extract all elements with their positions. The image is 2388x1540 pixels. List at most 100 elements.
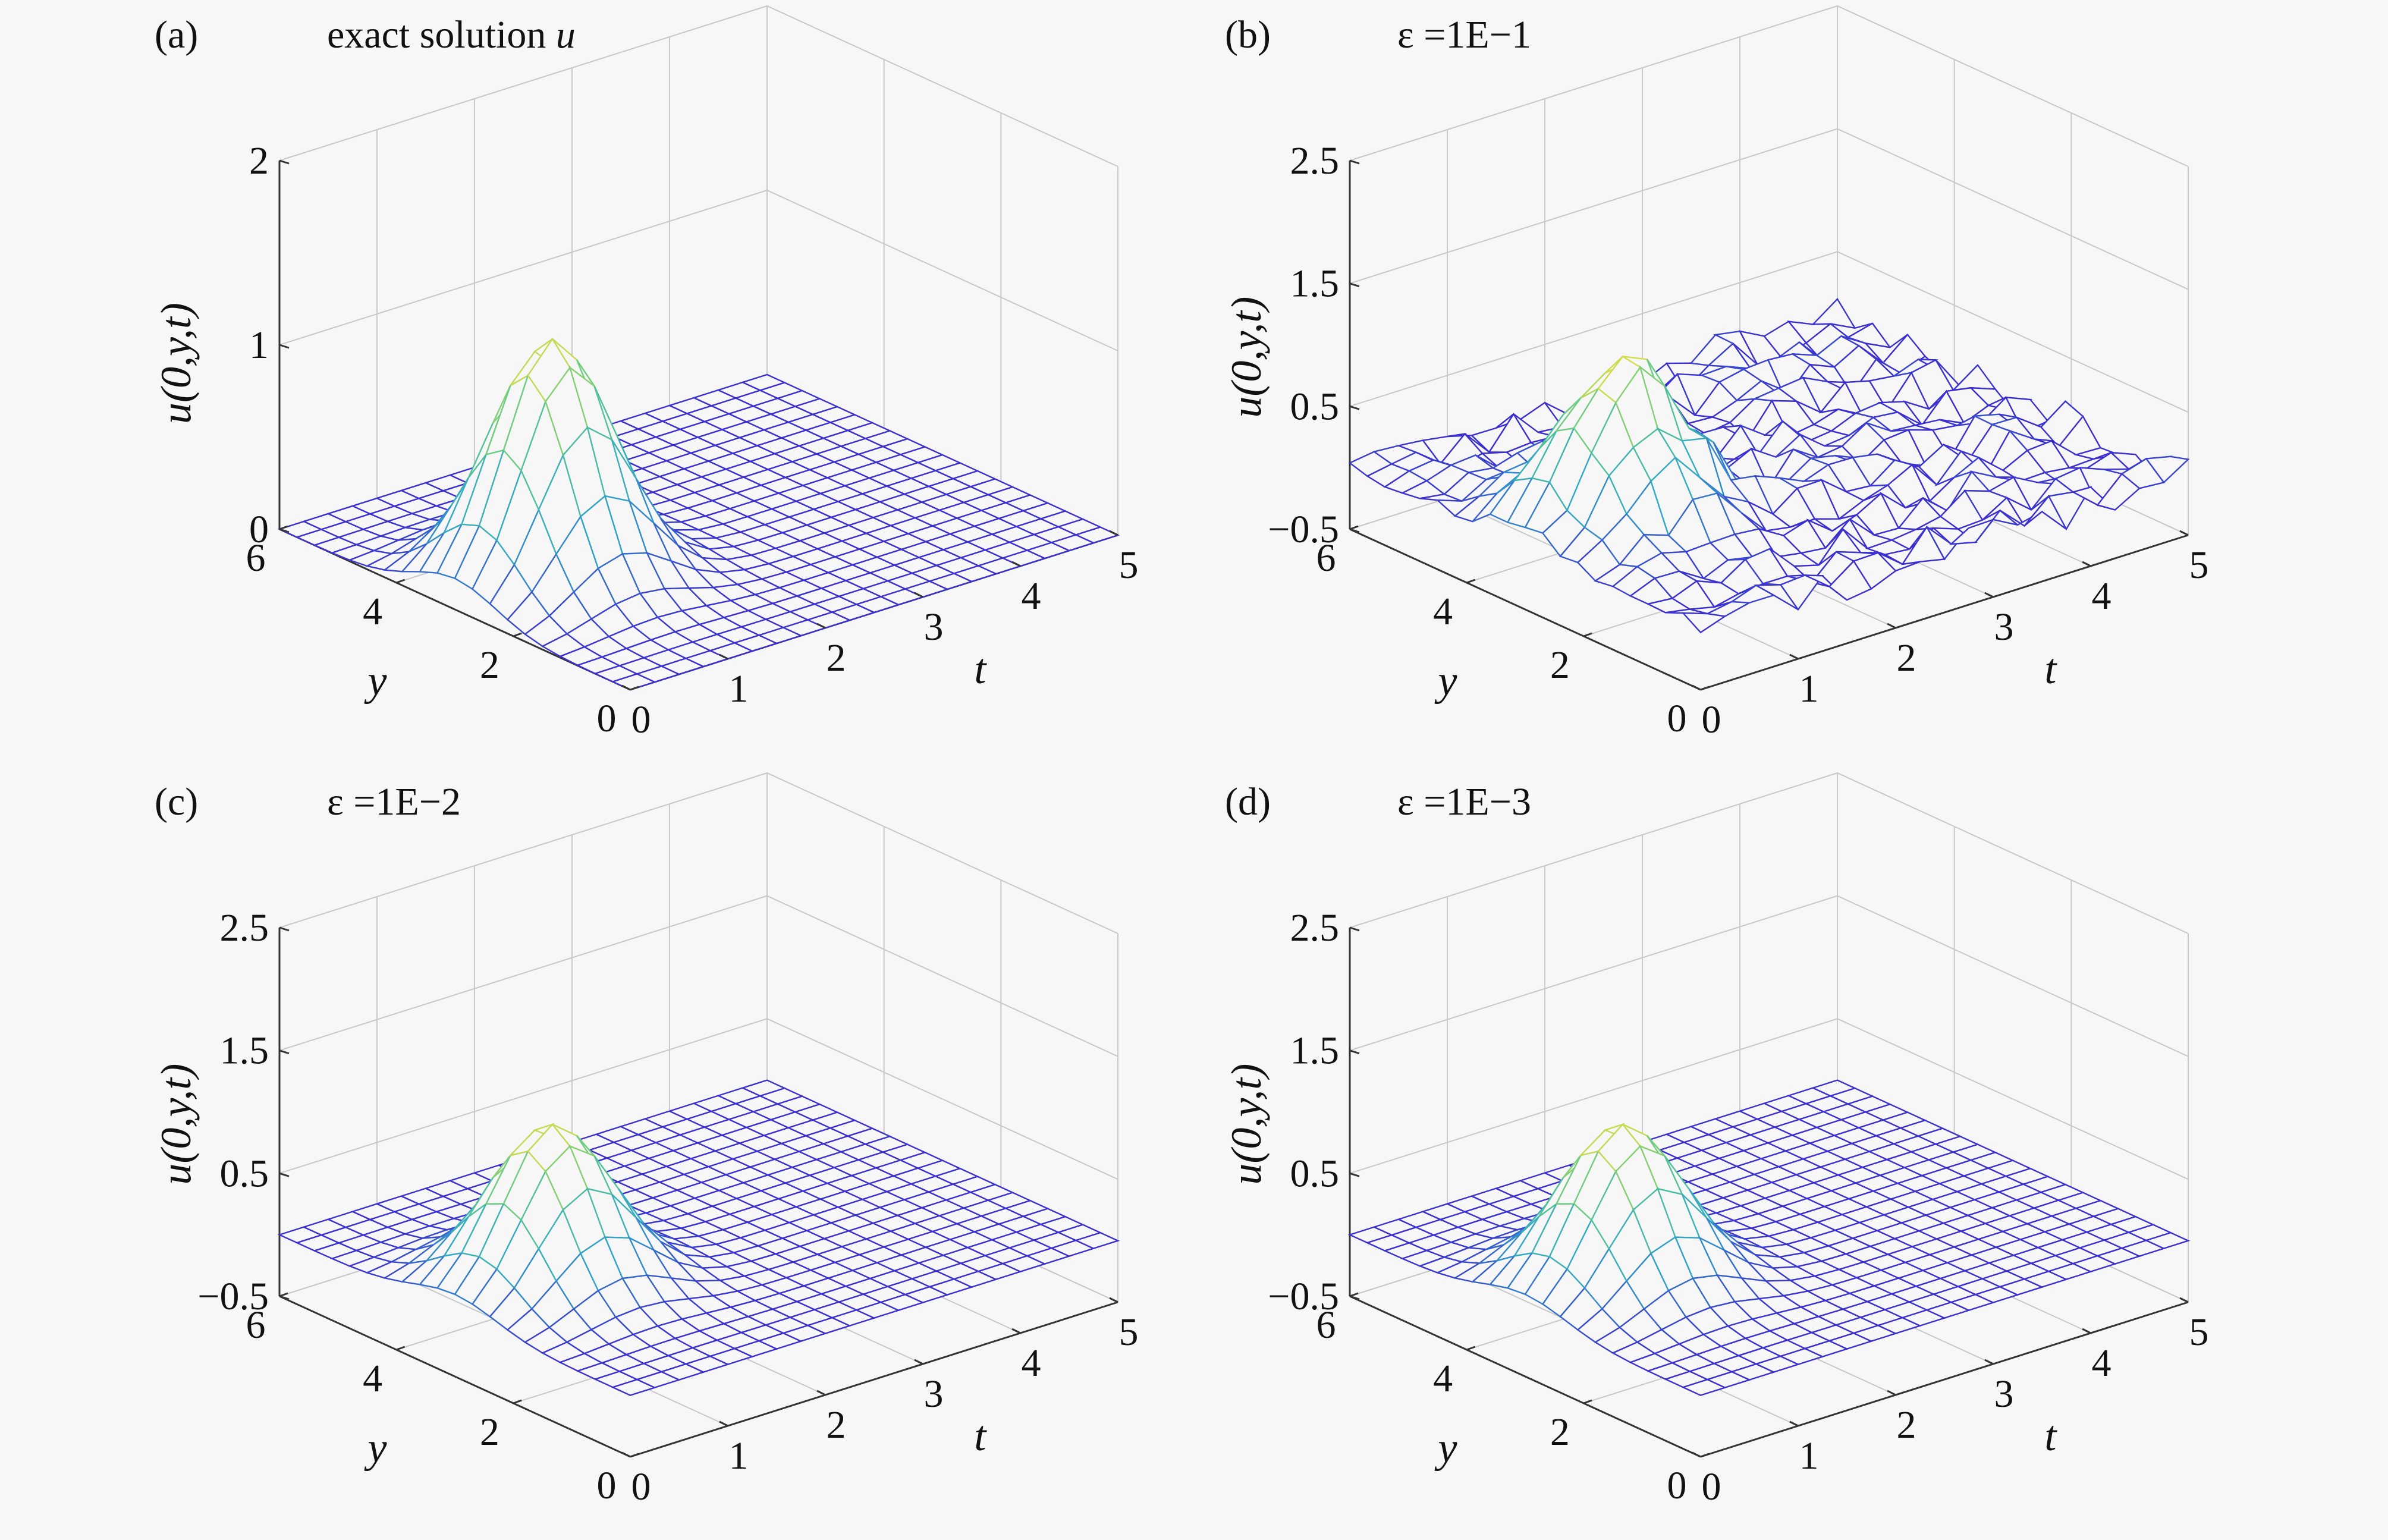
surface-cell <box>1074 1231 1120 1249</box>
y-tick-label: 0 <box>1667 1464 1687 1507</box>
z-tick-label: 1.5 <box>1290 262 1340 306</box>
t-tick <box>1011 561 1021 567</box>
t-tick-label: 2 <box>1897 1403 1916 1447</box>
y-axis-label: y <box>1434 1424 1457 1472</box>
z-tick-label: 0.5 <box>1290 385 1340 428</box>
y-axis-line <box>1349 528 1701 691</box>
t-tick <box>1984 592 1994 598</box>
grid-line <box>1349 128 2189 290</box>
y-tick <box>630 1453 639 1458</box>
t-tick-label: 0 <box>1702 1465 1721 1508</box>
z-tick-label: −0.5 <box>1268 1275 1339 1318</box>
z-tick <box>279 1295 290 1300</box>
y-tick-label: 4 <box>1433 1357 1453 1400</box>
t-tick-label: 3 <box>924 605 944 649</box>
t-tick <box>719 1420 728 1427</box>
y-tick <box>1466 1346 1476 1351</box>
z-tick-label: 2 <box>249 139 269 183</box>
panel-label: (d) <box>1225 780 1271 824</box>
panel-d: −0.5 0.5 1.5 2.5 0 1 2 3 4 5 0 2 4 6 t y u(0,y,t) (d) ε =1… <box>1070 767 2264 1537</box>
z-tick-label: 2.5 <box>1290 906 1340 950</box>
z-tick <box>279 528 290 533</box>
t-tick <box>914 1359 923 1365</box>
t-tick <box>1887 1390 1896 1396</box>
t-axis-label: t <box>974 1412 987 1460</box>
z-tick <box>279 926 290 932</box>
panel-title: ε =1E−2 <box>327 780 461 824</box>
y-axis-line <box>279 1295 631 1458</box>
panel-title: ε =1E−3 <box>1397 780 1531 824</box>
z-tick <box>279 344 290 349</box>
y-tick-label: 4 <box>1433 590 1453 633</box>
y-tick-label: 6 <box>1316 536 1336 580</box>
panel-c: −0.5 0.5 1.5 2.5 0 1 2 3 4 5 0 2 4 6 t y u(0,y,t) (c) ε =1… <box>0 767 1194 1537</box>
t-axis-line <box>1700 534 2189 691</box>
t-tick <box>1789 653 1799 660</box>
y-tick <box>1349 525 1359 530</box>
t-tick-label: 5 <box>2189 543 2209 587</box>
z-axis-label: u(0,y,t) <box>152 303 200 424</box>
y-tick <box>1466 579 1476 584</box>
axis-ticks: −0.5 0.5 1.5 2.5 0 1 2 3 4 5 0 2 4 6 <box>197 906 1138 1508</box>
y-tick <box>1583 632 1592 637</box>
y-tick <box>1700 1453 1710 1458</box>
z-tick <box>1349 282 1360 288</box>
z-tick-label: −0.5 <box>197 1275 269 1318</box>
y-tick-label: 6 <box>1316 1303 1336 1347</box>
axis-ticks: −0.5 0.5 1.5 2.5 0 1 2 3 4 5 0 2 4 6 <box>1268 139 2208 741</box>
t-tick <box>1887 623 1896 629</box>
surface-mesh <box>277 337 1120 691</box>
panel-title: exact solution u <box>327 13 576 56</box>
t-tick-label: 3 <box>924 1372 944 1416</box>
t-tick-label: 1 <box>1799 667 1819 711</box>
surface-cell <box>1951 364 1997 391</box>
panel-title: ε =1E−1 <box>1397 13 1531 56</box>
z-tick-label: 1 <box>249 323 269 367</box>
t-tick <box>2082 1328 2091 1334</box>
t-tick <box>1692 1451 1701 1458</box>
panel-title-text: exact solution <box>327 13 556 56</box>
y-tick-label: 0 <box>1667 697 1687 740</box>
t-tick-label: 5 <box>1119 1310 1139 1354</box>
t-axis-line <box>630 1301 1118 1458</box>
y-axis-label: y <box>364 1424 387 1472</box>
y-tick <box>396 1346 406 1351</box>
z-tick <box>279 1172 290 1177</box>
surface-cell <box>1074 526 1120 544</box>
surface-mesh <box>1347 1079 2191 1396</box>
z-tick-label: 0 <box>249 508 269 551</box>
t-tick-label: 1 <box>729 667 749 711</box>
z-tick-label: 2.5 <box>1290 139 1340 183</box>
surface-cell <box>2144 1231 2191 1249</box>
t-tick-label: 3 <box>1994 605 2014 649</box>
grid-line <box>1349 895 2189 1057</box>
z-tick-label: 1.5 <box>220 1029 269 1073</box>
t-tick-label: 3 <box>1994 1372 2014 1416</box>
y-tick <box>279 1292 288 1297</box>
z-axis-label: u(0,y,t) <box>1223 1064 1270 1185</box>
y-tick-label: 2 <box>1550 1410 1570 1454</box>
y-tick-label: 0 <box>597 697 617 740</box>
y-tick-label: 2 <box>480 643 499 687</box>
panel-title-text: ε =1E−1 <box>1397 13 1531 56</box>
t-tick <box>621 684 631 691</box>
t-tick-label: 1 <box>1799 1434 1819 1478</box>
surface-mesh <box>277 1079 1120 1396</box>
t-tick <box>816 623 826 629</box>
t-tick-label: 4 <box>2092 574 2112 618</box>
z-tick <box>1349 159 1360 165</box>
t-tick-label: 2 <box>827 636 846 680</box>
y-tick-label: 6 <box>246 536 266 580</box>
t-tick <box>1011 1328 1021 1334</box>
t-tick <box>1692 684 1701 691</box>
t-tick-label: 4 <box>1022 574 1041 618</box>
t-tick <box>1109 530 1118 536</box>
grid-line <box>279 189 1118 351</box>
y-tick <box>630 686 639 691</box>
y-tick <box>279 525 288 530</box>
t-axis-line <box>1700 1301 2189 1458</box>
z-tick <box>1349 405 1360 410</box>
t-tick-label: 0 <box>631 1465 651 1508</box>
axis-ticks: 0 1 2 0 1 2 3 4 5 0 2 4 6 <box>246 139 1139 741</box>
surface-plot-svg: −0.5 0.5 1.5 2.5 0 1 2 3 4 5 0 2 4 6 t y u(0,y,t) (c) ε =1… <box>152 772 1139 1508</box>
